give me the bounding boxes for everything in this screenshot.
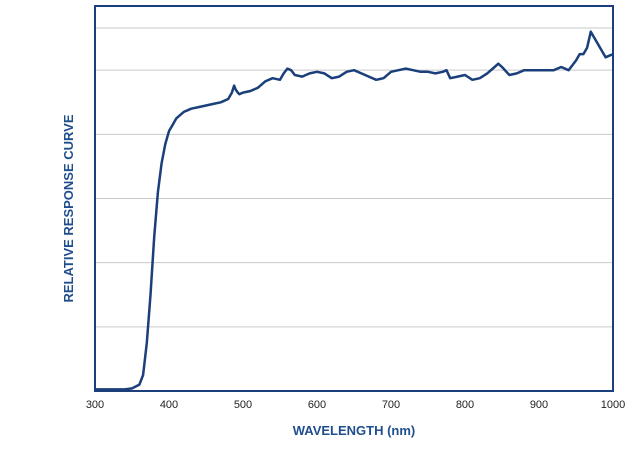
x-tick-label-900: 900 xyxy=(530,399,548,411)
x-tick-label-1000: 1000 xyxy=(601,399,625,411)
x-tick-label-800: 800 xyxy=(456,399,474,411)
x-tick-label-600: 600 xyxy=(308,399,326,411)
x-tick-label-300: 300 xyxy=(86,399,104,411)
series-line xyxy=(95,30,614,391)
y-axis-label: RELATIVE RESPONSE CURVE xyxy=(61,114,76,302)
x-tick-label-700: 700 xyxy=(382,399,400,411)
plot-frame xyxy=(94,5,614,392)
x-tick-label-500: 500 xyxy=(234,399,252,411)
x-tick-labels: 300 400 500 600 700 800 900 1000 xyxy=(86,399,625,411)
grid-lines xyxy=(95,27,613,328)
x-axis-label: WAVELENGTH (nm) xyxy=(293,423,416,438)
x-tick-label-400: 400 xyxy=(160,399,178,411)
